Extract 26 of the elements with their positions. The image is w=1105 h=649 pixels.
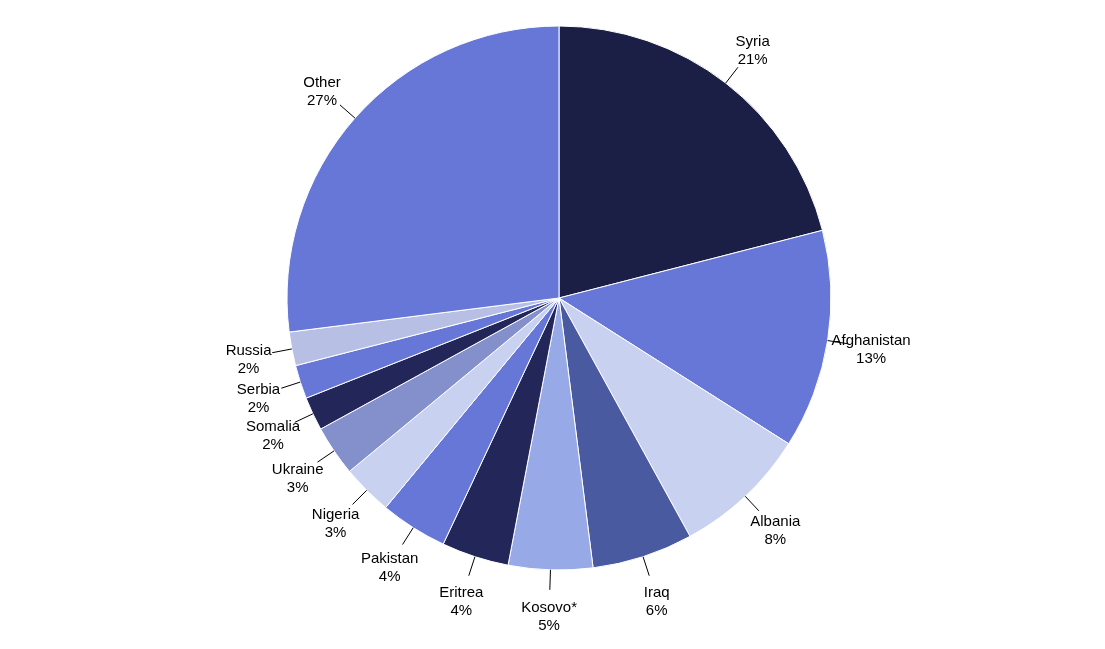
slice-label: Pakistan: [360, 548, 419, 566]
data-label: 21%: [737, 50, 768, 68]
slice-label: Russia: [225, 341, 273, 359]
data-label: 2%: [237, 359, 260, 377]
slice-label: Ukraine: [271, 459, 324, 477]
slice-label: Iraq: [643, 582, 670, 600]
data-label: 3%: [324, 523, 347, 541]
data-label: 13%: [856, 349, 887, 367]
slice-label: Other: [303, 73, 341, 91]
slice-label: Somalia: [245, 416, 301, 434]
slice-label: Nigeria: [311, 505, 360, 523]
data-label: 5%: [538, 615, 560, 633]
slice-label: Afghanistan: [831, 331, 911, 349]
data-label: 8%: [764, 530, 787, 548]
data-label: 6%: [645, 600, 668, 618]
slice-label: Serbia: [236, 379, 281, 397]
slice-label: Albania: [750, 512, 801, 530]
slice-label: Eritrea: [439, 582, 485, 600]
data-label: 2%: [262, 434, 284, 452]
data-label: 2%: [247, 397, 270, 415]
data-label: 4%: [450, 600, 473, 618]
data-label: 4%: [378, 566, 401, 584]
slice-label: Kosovo*: [521, 597, 578, 615]
slice-label: Syria: [735, 32, 771, 50]
data-label: 3%: [286, 477, 309, 495]
data-label: 27%: [306, 91, 337, 109]
